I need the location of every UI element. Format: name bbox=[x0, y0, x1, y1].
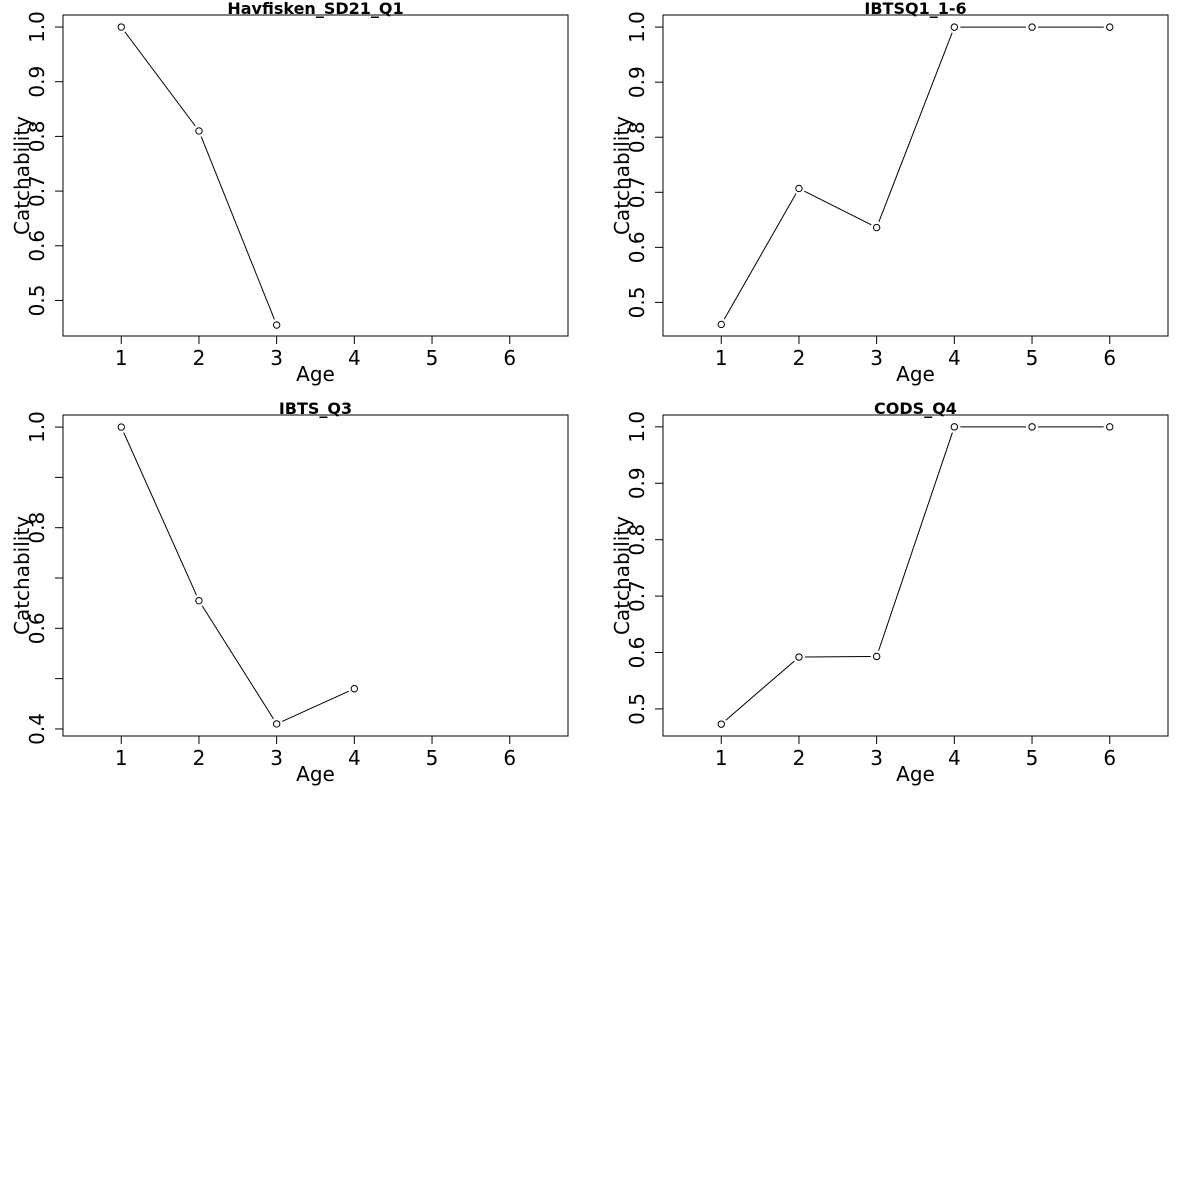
x-tick-label: 5 bbox=[426, 746, 439, 770]
data-point bbox=[195, 596, 203, 605]
panel-1: Havfisken_SD21_Q1 1 2 3 4 5 6 0.5 0.6 0.7 0.8 0.9 1.… bbox=[10, 0, 569, 386]
panel-3: IBTS_Q3 1 2 3 4 5 6 0.4 0.6 0.8 1.0 Age Catchability bbox=[10, 399, 569, 786]
x-tick-label: 2 bbox=[193, 346, 206, 370]
y-tick-label: 0.8 bbox=[625, 121, 649, 153]
y-tick-label: 0.7 bbox=[625, 580, 649, 612]
y-tick-label: 1.0 bbox=[625, 411, 649, 443]
data-point bbox=[795, 653, 803, 661]
x-tick-label: 4 bbox=[948, 346, 961, 370]
data-point bbox=[872, 223, 881, 232]
x-tick-label: 5 bbox=[426, 346, 439, 370]
y-tick-label: 1.0 bbox=[25, 411, 49, 443]
plot-frame bbox=[62, 14, 569, 337]
series-line-segment bbox=[124, 31, 196, 127]
data-point bbox=[117, 23, 125, 31]
series-line-segment bbox=[200, 136, 275, 320]
y-tick-label: 1.0 bbox=[25, 11, 49, 43]
panel-title: IBTSQ1_1-6 bbox=[864, 0, 966, 18]
data-point bbox=[950, 23, 959, 31]
y-tick-label: 0.5 bbox=[625, 693, 649, 725]
x-axis-label: Age bbox=[296, 362, 335, 386]
x-tick-label: 4 bbox=[348, 746, 361, 770]
panel-title: IBTS_Q3 bbox=[279, 399, 352, 418]
y-tick-label: 0.6 bbox=[625, 637, 649, 669]
x-axis-label: Age bbox=[296, 762, 335, 786]
x-tick-label: 2 bbox=[193, 746, 206, 770]
data-point bbox=[1028, 23, 1036, 31]
x-tick-label: 2 bbox=[793, 346, 806, 370]
plot-frame bbox=[662, 414, 1169, 737]
series-line-segment bbox=[201, 605, 274, 720]
y-tick-label: 0.9 bbox=[625, 467, 649, 499]
series-line-segment bbox=[878, 32, 953, 223]
series-line-segment bbox=[725, 660, 795, 721]
data-point bbox=[950, 423, 959, 431]
y-tick-label: 0.5 bbox=[25, 285, 49, 317]
x-tick-label: 1 bbox=[715, 746, 728, 770]
data-point bbox=[350, 685, 359, 693]
plot-frame bbox=[662, 14, 1169, 337]
data-point bbox=[1106, 23, 1114, 31]
y-tick-label: 0.8 bbox=[25, 120, 49, 152]
y-tick-label: 0.6 bbox=[25, 612, 49, 644]
data-point bbox=[795, 184, 803, 193]
x-tick-label: 5 bbox=[1026, 746, 1039, 770]
data-point bbox=[717, 320, 725, 329]
data-point bbox=[1106, 423, 1114, 431]
series-line-segment bbox=[723, 193, 797, 320]
y-tick-label: 0.9 bbox=[625, 66, 649, 98]
x-axis-label: Age bbox=[896, 762, 935, 786]
y-tick-label: 0.6 bbox=[25, 230, 49, 262]
y-axis-label: Catchability bbox=[10, 116, 34, 235]
y-tick-label: 0.9 bbox=[25, 66, 49, 98]
y-axis-label: Catchability bbox=[610, 516, 634, 635]
series-line-segment bbox=[804, 190, 872, 226]
series-line-segment bbox=[281, 690, 350, 722]
y-axis-label: Catchability bbox=[10, 516, 34, 635]
y-tick-label: 0.5 bbox=[625, 287, 649, 319]
x-tick-label: 3 bbox=[870, 746, 883, 770]
x-tick-label: 4 bbox=[348, 346, 361, 370]
x-tick-label: 3 bbox=[270, 746, 283, 770]
x-tick-label: 4 bbox=[948, 746, 961, 770]
x-tick-label: 5 bbox=[1026, 346, 1039, 370]
panel-title: CODS_Q4 bbox=[874, 399, 957, 418]
data-point bbox=[717, 720, 725, 728]
x-tick-label: 6 bbox=[1103, 746, 1116, 770]
panel-2: IBTSQ1_1-6 1 2 3 4 5 6 0.5 0.6 0.7 0.8 0.9 1.0 Age Cat… bbox=[610, 0, 1169, 386]
data-point bbox=[272, 720, 281, 728]
x-tick-label: 1 bbox=[715, 346, 728, 370]
x-tick-label: 6 bbox=[1103, 346, 1116, 370]
x-tick-label: 6 bbox=[503, 346, 516, 370]
y-tick-label: 0.7 bbox=[625, 176, 649, 208]
x-axis-label: Age bbox=[896, 362, 935, 386]
series-line-segment bbox=[123, 432, 197, 596]
y-tick-label: 0.4 bbox=[25, 713, 49, 745]
y-axis-label: Catchability bbox=[610, 116, 634, 235]
y-tick-label: 0.8 bbox=[625, 524, 649, 556]
x-tick-label: 6 bbox=[503, 746, 516, 770]
data-point bbox=[272, 321, 281, 329]
x-tick-label: 3 bbox=[870, 346, 883, 370]
x-tick-label: 3 bbox=[270, 346, 283, 370]
plot-frame bbox=[62, 414, 569, 737]
x-tick-label: 1 bbox=[115, 746, 128, 770]
y-tick-label: 0.6 bbox=[625, 231, 649, 263]
series-line-segment bbox=[878, 432, 953, 651]
y-tick-label: 0.7 bbox=[25, 175, 49, 207]
panel-4: CODS_Q4 1 2 3 4 5 6 0.5 0.6 0.7 0.8 0.9 1.0 Age Catcha… bbox=[610, 399, 1169, 786]
y-tick-label: 0.8 bbox=[25, 512, 49, 544]
x-tick-label: 1 bbox=[115, 346, 128, 370]
panel-title: Havfisken_SD21_Q1 bbox=[227, 0, 403, 18]
data-point bbox=[195, 127, 203, 135]
data-point bbox=[117, 423, 125, 431]
y-tick-label: 1.0 bbox=[625, 11, 649, 43]
data-point bbox=[1028, 423, 1036, 431]
x-tick-label: 2 bbox=[793, 746, 806, 770]
data-point bbox=[872, 652, 881, 661]
